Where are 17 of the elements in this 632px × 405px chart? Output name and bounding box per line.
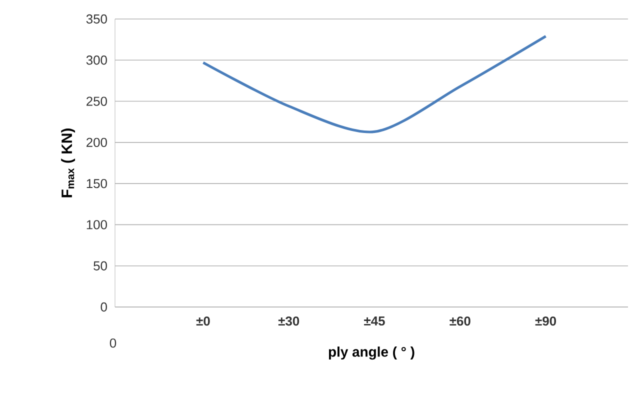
y-tick-label: 50 (94, 261, 107, 270)
y-tick-label: 150 (86, 178, 107, 188)
y-tick-label: 200 (86, 138, 107, 148)
text: 0 (110, 338, 116, 348)
y-tick-label: 0 (100, 302, 107, 312)
x-axis-title: ply angle ( ° ) (328, 346, 414, 360)
line-series (202, 34, 548, 134)
y-tick-label: 250 (86, 96, 107, 106)
x-tick-label: ±0 (196, 316, 210, 326)
y-tick-label: 300 (86, 56, 107, 65)
y-tick-label: 350 (86, 14, 107, 24)
x-tick-label: ±45 (364, 316, 385, 326)
y-tick-label: 100 (86, 220, 107, 230)
y-axis-title: F$_{max}$ ( KN) (61, 128, 76, 198)
x-tick-label: ±60 (450, 316, 470, 326)
x-tick-label: ±30 (278, 316, 300, 326)
x-tick-label: ±90 (535, 316, 556, 326)
